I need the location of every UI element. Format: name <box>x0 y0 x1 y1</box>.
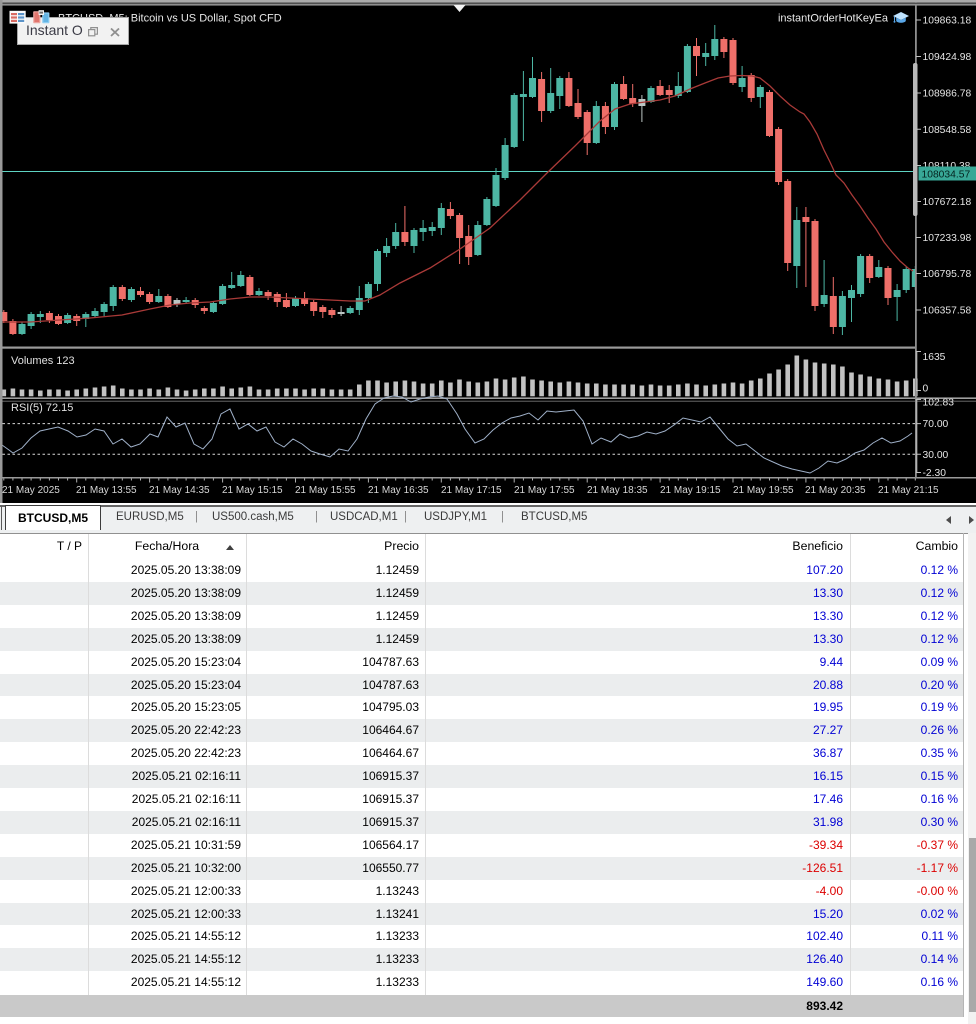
svg-text:21 May 21:15: 21 May 21:15 <box>878 485 939 496</box>
svg-text:108548.58: 108548.58 <box>923 125 972 136</box>
svg-text:RSI(5) 72.15: RSI(5) 72.15 <box>11 402 73 414</box>
svg-text:21 May 13:55: 21 May 13:55 <box>76 485 137 496</box>
svg-text:109863.18: 109863.18 <box>923 16 972 27</box>
svg-text:21 May 17:55: 21 May 17:55 <box>514 485 575 496</box>
svg-text:21 May 2025: 21 May 2025 <box>2 485 60 496</box>
svg-text:instantOrderHotKeyEa: instantOrderHotKeyEa <box>778 13 889 25</box>
svg-text:21 May 14:35: 21 May 14:35 <box>149 485 210 496</box>
svg-text:1635: 1635 <box>923 352 946 363</box>
svg-text:30.00: 30.00 <box>923 450 949 461</box>
svg-text:108034.57: 108034.57 <box>922 169 971 180</box>
svg-text:0: 0 <box>923 384 929 395</box>
svg-text:21 May 15:55: 21 May 15:55 <box>295 485 356 496</box>
svg-text:Volumes 123: Volumes 123 <box>11 355 75 367</box>
svg-text:106795.78: 106795.78 <box>923 269 972 280</box>
svg-text:102.83: 102.83 <box>923 398 955 409</box>
svg-text:-2.30: -2.30 <box>923 468 947 479</box>
svg-text:21 May 20:35: 21 May 20:35 <box>805 485 866 496</box>
svg-text:107672.18: 107672.18 <box>923 197 972 208</box>
svg-text:106357.58: 106357.58 <box>923 306 972 317</box>
svg-text:21 May 19:55: 21 May 19:55 <box>733 485 794 496</box>
svg-text:21 May 17:15: 21 May 17:15 <box>441 485 502 496</box>
svg-text:70.00: 70.00 <box>923 419 949 430</box>
svg-text:21 May 16:35: 21 May 16:35 <box>368 485 429 496</box>
svg-text:21 May 19:15: 21 May 19:15 <box>660 485 721 496</box>
svg-text:109424.98: 109424.98 <box>923 52 972 63</box>
svg-text:108986.78: 108986.78 <box>923 89 972 100</box>
svg-text:21 May 15:15: 21 May 15:15 <box>222 485 283 496</box>
svg-text:107233.98: 107233.98 <box>923 233 972 244</box>
svg-text:21 May 18:35: 21 May 18:35 <box>587 485 648 496</box>
